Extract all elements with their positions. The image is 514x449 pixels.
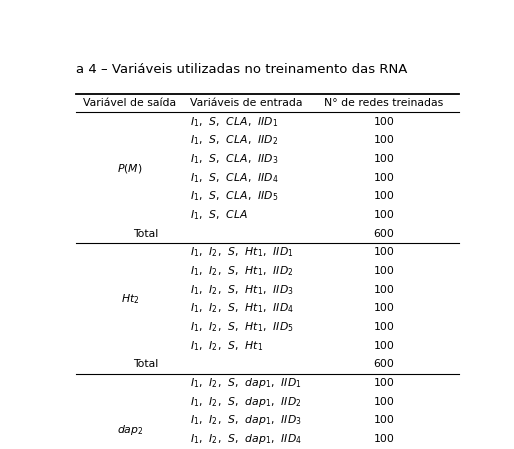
Text: Variáveis de entrada: Variáveis de entrada xyxy=(190,98,303,108)
Text: 100: 100 xyxy=(374,378,394,388)
Text: 600: 600 xyxy=(374,229,394,239)
Text: $I_1$,  $S$,  $CLA$: $I_1$, $S$, $CLA$ xyxy=(190,208,248,222)
Text: Total: Total xyxy=(133,229,158,239)
Text: $P(M)$: $P(M)$ xyxy=(117,162,143,175)
Text: 100: 100 xyxy=(374,304,394,313)
Text: 100: 100 xyxy=(374,266,394,276)
Text: 100: 100 xyxy=(374,173,394,183)
Text: 600: 600 xyxy=(374,359,394,370)
Text: $I_1$,  $I_2$,  $S$,  $Ht_1$: $I_1$, $I_2$, $S$, $Ht_1$ xyxy=(190,339,263,352)
Text: $I_1$,  $I_2$,  $S$,  $Ht_1$,  $IID_2$: $I_1$, $I_2$, $S$, $Ht_1$, $IID_2$ xyxy=(190,264,293,278)
Text: Variável de saída: Variável de saída xyxy=(83,98,176,108)
Text: $dap_2$: $dap_2$ xyxy=(117,423,143,437)
Text: $I_1$,  $S$,  $CLA$,  $IID_5$: $I_1$, $S$, $CLA$, $IID_5$ xyxy=(190,189,278,203)
Text: a 4 – Variáveis utilizadas no treinamento das RNA: a 4 – Variáveis utilizadas no treinament… xyxy=(76,62,408,75)
Text: 100: 100 xyxy=(374,191,394,201)
Text: $I_1$,  $I_2$,  $S$,  $dap_1$,  $IID_3$: $I_1$, $I_2$, $S$, $dap_1$, $IID_3$ xyxy=(190,414,302,427)
Text: 100: 100 xyxy=(374,322,394,332)
Text: 100: 100 xyxy=(374,434,394,444)
Text: $I_1$,  $I_2$,  $S$,  $Ht_1$,  $IID_1$: $I_1$, $I_2$, $S$, $Ht_1$, $IID_1$ xyxy=(190,246,293,259)
Text: 100: 100 xyxy=(374,285,394,295)
Text: $I_1$,  $S$,  $CLA$,  $IID_3$: $I_1$, $S$, $CLA$, $IID_3$ xyxy=(190,152,278,166)
Text: 100: 100 xyxy=(374,396,394,407)
Text: Total: Total xyxy=(133,359,158,370)
Text: $I_1$,  $I_2$,  $S$,  $dap_1$,  $IID_2$: $I_1$, $I_2$, $S$, $dap_1$, $IID_2$ xyxy=(190,395,301,409)
Text: $I_1$,  $I_2$,  $S$,  $Ht_1$,  $IID_3$: $I_1$, $I_2$, $S$, $Ht_1$, $IID_3$ xyxy=(190,283,293,297)
Text: $I_1$,  $I_2$,  $S$,  $dap_1$,  $IID_4$: $I_1$, $I_2$, $S$, $dap_1$, $IID_4$ xyxy=(190,432,302,446)
Text: N° de redes treinadas: N° de redes treinadas xyxy=(324,98,444,108)
Text: 100: 100 xyxy=(374,210,394,220)
Text: $I_1$,  $S$,  $CLA$,  $IID_4$: $I_1$, $S$, $CLA$, $IID_4$ xyxy=(190,171,279,185)
Text: $I_1$,  $I_2$,  $S$,  $Ht_1$,  $IID_5$: $I_1$, $I_2$, $S$, $Ht_1$, $IID_5$ xyxy=(190,320,293,334)
Text: 100: 100 xyxy=(374,247,394,257)
Text: 100: 100 xyxy=(374,341,394,351)
Text: 100: 100 xyxy=(374,415,394,425)
Text: 100: 100 xyxy=(374,117,394,127)
Text: $I_1$,  $I_2$,  $S$,  $Ht_1$,  $IID_4$: $I_1$, $I_2$, $S$, $Ht_1$, $IID_4$ xyxy=(190,301,293,315)
Text: $I_1$,  $S$,  $CLA$,  $IID_1$: $I_1$, $S$, $CLA$, $IID_1$ xyxy=(190,115,278,128)
Text: $I_1$,  $S$,  $CLA$,  $IID_2$: $I_1$, $S$, $CLA$, $IID_2$ xyxy=(190,133,278,147)
Text: 100: 100 xyxy=(374,154,394,164)
Text: 100: 100 xyxy=(374,135,394,145)
Text: $Ht_2$: $Ht_2$ xyxy=(121,292,139,306)
Text: $I_1$,  $I_2$,  $S$,  $dap_1$,  $IID_1$: $I_1$, $I_2$, $S$, $dap_1$, $IID_1$ xyxy=(190,376,301,390)
